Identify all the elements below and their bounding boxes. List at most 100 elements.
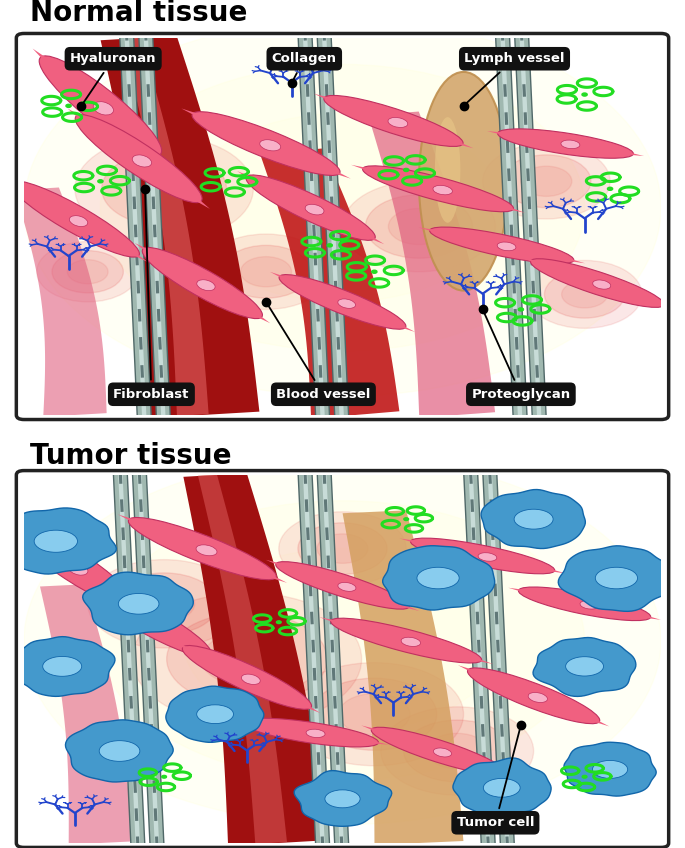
- Circle shape: [132, 593, 362, 725]
- Ellipse shape: [279, 275, 406, 329]
- Ellipse shape: [429, 227, 574, 264]
- Circle shape: [285, 662, 464, 766]
- Ellipse shape: [16, 527, 134, 607]
- Circle shape: [381, 707, 534, 795]
- Polygon shape: [375, 314, 415, 332]
- Polygon shape: [481, 489, 585, 549]
- Polygon shape: [342, 510, 464, 845]
- Ellipse shape: [39, 56, 162, 156]
- Circle shape: [582, 93, 587, 96]
- Circle shape: [562, 281, 608, 308]
- Polygon shape: [399, 538, 444, 550]
- Polygon shape: [521, 257, 563, 273]
- Polygon shape: [121, 37, 209, 416]
- Polygon shape: [429, 131, 473, 148]
- Polygon shape: [0, 508, 116, 574]
- Circle shape: [521, 166, 572, 197]
- Ellipse shape: [99, 740, 140, 762]
- Circle shape: [365, 195, 473, 258]
- Polygon shape: [118, 515, 165, 535]
- Circle shape: [545, 271, 625, 318]
- Circle shape: [317, 534, 368, 563]
- Ellipse shape: [192, 112, 340, 176]
- Circle shape: [404, 518, 408, 521]
- Ellipse shape: [419, 72, 508, 291]
- Circle shape: [338, 694, 410, 735]
- Ellipse shape: [75, 114, 202, 203]
- Polygon shape: [182, 109, 229, 130]
- Polygon shape: [237, 171, 279, 192]
- Ellipse shape: [325, 789, 360, 808]
- Circle shape: [427, 734, 488, 768]
- Ellipse shape: [246, 175, 375, 240]
- Circle shape: [527, 260, 642, 328]
- Polygon shape: [319, 617, 366, 632]
- Polygon shape: [533, 638, 636, 696]
- Polygon shape: [134, 243, 173, 266]
- Circle shape: [201, 633, 292, 685]
- Ellipse shape: [324, 96, 463, 147]
- Ellipse shape: [197, 705, 234, 723]
- Circle shape: [24, 456, 661, 824]
- Circle shape: [162, 775, 166, 778]
- Ellipse shape: [371, 728, 505, 775]
- Circle shape: [88, 560, 240, 648]
- Text: Lymph vessel: Lymph vessel: [464, 53, 564, 104]
- Polygon shape: [458, 665, 500, 683]
- Polygon shape: [453, 758, 551, 817]
- Circle shape: [98, 180, 103, 183]
- Polygon shape: [270, 272, 310, 290]
- Circle shape: [134, 586, 195, 622]
- Polygon shape: [314, 93, 358, 111]
- Polygon shape: [127, 131, 169, 163]
- Polygon shape: [473, 761, 515, 777]
- Circle shape: [582, 775, 587, 778]
- Polygon shape: [180, 639, 219, 661]
- Polygon shape: [294, 771, 392, 826]
- Polygon shape: [446, 649, 493, 664]
- Circle shape: [166, 612, 327, 706]
- Text: Fibroblast: Fibroblast: [113, 192, 190, 401]
- Circle shape: [225, 180, 230, 183]
- Polygon shape: [33, 48, 73, 81]
- Polygon shape: [620, 609, 661, 620]
- Polygon shape: [8, 522, 47, 547]
- Ellipse shape: [595, 567, 638, 589]
- Circle shape: [298, 523, 387, 574]
- Polygon shape: [279, 692, 321, 713]
- Polygon shape: [558, 546, 673, 611]
- Circle shape: [403, 169, 409, 171]
- Ellipse shape: [467, 668, 600, 723]
- Ellipse shape: [146, 619, 164, 629]
- Circle shape: [52, 251, 123, 293]
- Ellipse shape: [435, 117, 460, 223]
- Circle shape: [240, 257, 292, 287]
- Ellipse shape: [196, 545, 217, 555]
- Polygon shape: [232, 721, 274, 729]
- Ellipse shape: [531, 259, 664, 307]
- Polygon shape: [567, 708, 609, 727]
- Ellipse shape: [514, 509, 553, 529]
- Polygon shape: [419, 227, 463, 240]
- Polygon shape: [632, 293, 674, 310]
- Polygon shape: [521, 561, 566, 573]
- Polygon shape: [198, 474, 287, 844]
- Polygon shape: [184, 473, 329, 846]
- Ellipse shape: [91, 588, 212, 657]
- Circle shape: [24, 20, 661, 396]
- Polygon shape: [361, 725, 403, 741]
- Ellipse shape: [34, 530, 77, 552]
- Circle shape: [101, 501, 584, 780]
- Text: Proteoglycan: Proteoglycan: [471, 312, 571, 401]
- Polygon shape: [14, 187, 107, 417]
- Circle shape: [277, 621, 281, 623]
- Polygon shape: [477, 198, 525, 213]
- Ellipse shape: [519, 587, 651, 621]
- Polygon shape: [383, 546, 495, 610]
- Polygon shape: [540, 251, 585, 263]
- Ellipse shape: [128, 517, 276, 580]
- Circle shape: [342, 181, 495, 271]
- Text: Hyaluronan: Hyaluronan: [70, 53, 156, 103]
- Polygon shape: [260, 148, 399, 419]
- Circle shape: [519, 308, 523, 311]
